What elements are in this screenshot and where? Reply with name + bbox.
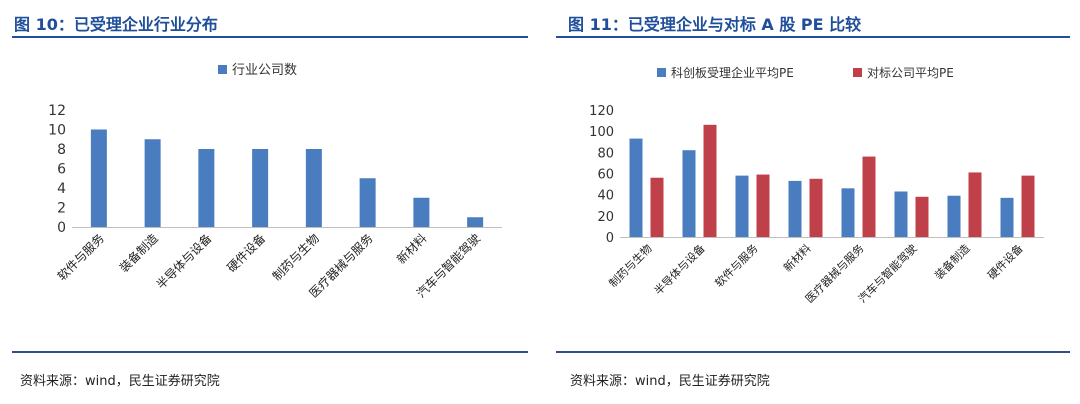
bar	[756, 174, 770, 237]
source-rule	[556, 351, 1070, 353]
y-tick-label: 80	[597, 146, 614, 161]
y-tick-label: 0	[606, 231, 614, 246]
legend-label: 科创板受理企业平均PE	[671, 65, 794, 80]
category-label: 制药与生物	[270, 231, 322, 283]
y-tick-label: 8	[57, 142, 66, 158]
bar	[841, 188, 855, 237]
bar	[1021, 175, 1035, 237]
bar	[809, 178, 823, 237]
bar	[703, 124, 717, 237]
y-tick-label: 10	[48, 123, 66, 139]
category-label: 半导体与设备	[154, 231, 215, 292]
y-tick-label: 6	[57, 162, 66, 178]
bar	[144, 139, 161, 227]
legend-swatch	[657, 68, 666, 77]
y-tick-label: 60	[597, 168, 614, 183]
category-label: 新材料	[780, 241, 813, 274]
y-tick-label: 0	[57, 220, 66, 236]
bar	[467, 217, 484, 227]
category-label: 制药与生物	[606, 241, 655, 290]
title-rule	[12, 36, 528, 38]
legend-swatch	[218, 65, 227, 74]
bar	[788, 180, 802, 237]
category-label: 装备制造	[117, 231, 161, 275]
bar	[650, 177, 664, 237]
title-rule	[556, 36, 1070, 38]
bar	[968, 172, 982, 237]
category-label: 硬件设备	[985, 241, 1026, 282]
source-note: 资料来源：wind，民生证券研究院	[20, 374, 220, 389]
figure-title: 图 11：已受理企业与对标 A 股 PE 比较	[568, 15, 862, 34]
source-note: 资料来源：wind，民生证券研究院	[570, 374, 770, 389]
y-tick-label: 2	[57, 201, 66, 217]
figure-title: 图 10：已受理企业行业分布	[14, 15, 218, 34]
bar	[894, 191, 908, 237]
bar	[305, 149, 322, 227]
bar	[947, 195, 961, 237]
category-label: 软件与服务	[54, 231, 107, 284]
category-label: 硬件设备	[224, 231, 268, 275]
category-label: 软件与服务	[712, 241, 761, 290]
category-label: 新材料	[393, 231, 429, 267]
bar	[862, 156, 876, 237]
category-label: 半导体与设备	[651, 241, 708, 298]
category-label: 装备制造	[932, 241, 973, 282]
bar	[1000, 197, 1014, 237]
bar	[252, 149, 269, 227]
panel-industry-distribution: 图 10：已受理企业行业分布 0 2 4 6 8 10 12 软件与服务 装备制造 半导体与设备硬…	[12, 15, 528, 389]
panel-pe-comparison: 图 11：已受理企业与对标 A 股 PE 比较 0 20 40 60 80 100 120 制…	[540, 0, 1080, 404]
bar	[198, 149, 215, 227]
legend-label: 行业公司数	[232, 63, 297, 78]
bar	[682, 150, 696, 237]
bar	[90, 129, 107, 227]
y-tick-label: 4	[57, 181, 66, 197]
y-tick-label: 20	[597, 210, 614, 225]
bar	[735, 175, 749, 237]
bar	[413, 197, 430, 227]
legend-label: 对标公司平均PE	[867, 66, 954, 80]
y-tick-label: 40	[597, 189, 614, 204]
bar	[629, 138, 643, 237]
bar	[915, 196, 929, 237]
y-tick-label: 120	[589, 104, 614, 119]
y-tick-label: 12	[48, 103, 66, 119]
source-rule	[12, 351, 528, 353]
bar	[359, 178, 376, 227]
legend-swatch	[853, 68, 862, 77]
y-tick-label: 100	[589, 125, 614, 140]
